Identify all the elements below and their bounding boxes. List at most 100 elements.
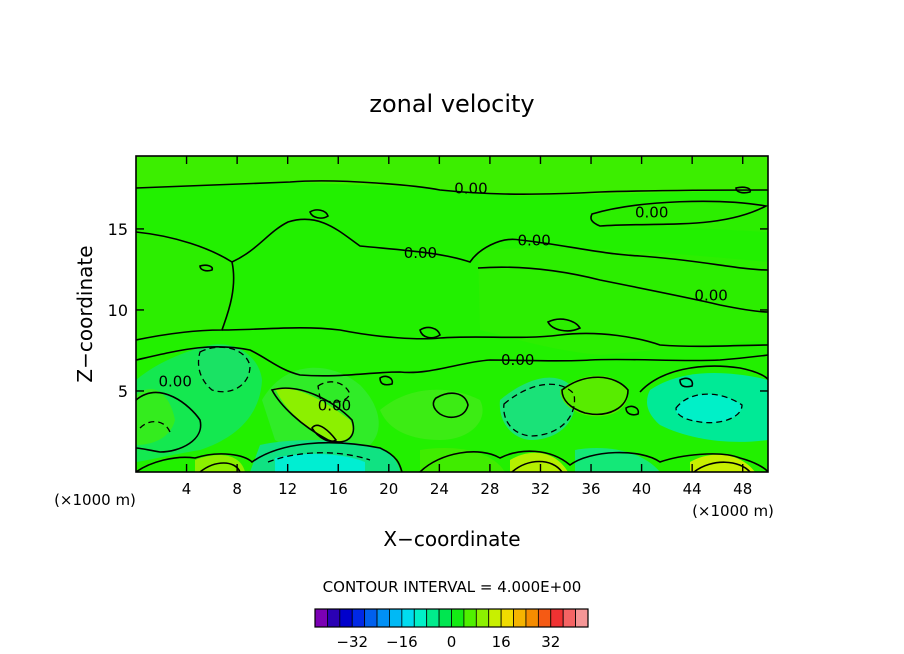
contour-interval-label: CONTOUR INTERVAL = 4.000E+00: [323, 578, 582, 596]
x-tick-label: 4: [182, 480, 192, 498]
colorbar-swatch: [488, 608, 502, 628]
y-axis: 5 10 15: [108, 220, 768, 401]
region-bottom-yellow-right: [690, 454, 755, 472]
y-tick-label: 10: [108, 301, 128, 320]
region-bottom-yellow-mid: [510, 452, 568, 472]
colorbar-frame: [314, 608, 589, 628]
contour-line-lower-mid: [136, 345, 768, 377]
contour-line-lens-mid: [270, 387, 355, 443]
contour-label: 0.00: [517, 231, 550, 249]
region-teal-lower-mid: [499, 377, 576, 440]
contour-line-dashed-2: [675, 393, 743, 424]
x-tick-label: 32: [531, 480, 550, 498]
colorbar-tick-label: 0: [447, 633, 457, 651]
contour-line-dashed-6: [139, 421, 171, 433]
contour-line-dashed-5: [267, 452, 371, 463]
contour-line-bottom-yellow-left: [199, 462, 241, 472]
region-left-band: [136, 230, 234, 340]
contour-label: 0.00: [318, 397, 351, 415]
colorbar-swatch: [550, 608, 564, 628]
colorbar-swatch: [525, 608, 539, 628]
region-lower-left-green: [136, 389, 175, 445]
x-tick-label: 28: [480, 480, 499, 498]
contour-labels: 0.00 0.00 0.00 0.00 0.00 0.00 0.00 0.00: [158, 179, 727, 414]
contour-line-dashed-3: [317, 381, 351, 403]
contour-label: 0.00: [501, 351, 534, 369]
chart-title: zonal velocity: [369, 90, 534, 118]
contour-line-bottom-2: [419, 450, 768, 472]
colorbar-swatch: [327, 608, 341, 628]
region-upper-band: [136, 156, 768, 196]
colorbar-tick-label: 32: [541, 633, 560, 651]
colorbar-swatch: [513, 608, 527, 628]
region-bottom-lightgreen-center: [420, 447, 505, 472]
x-unit-left: (×1000 m): [54, 491, 136, 509]
contour-label: 0.00: [158, 372, 191, 390]
x-tick-label: 48: [733, 480, 752, 498]
contour-line-blob-3: [546, 318, 582, 332]
contour-line-bottom-yellow-right: [693, 461, 751, 472]
x-tick-label: 16: [329, 480, 348, 498]
colorbar-swatch: [339, 608, 353, 628]
region-bottom-cyan: [275, 453, 365, 472]
region-right-cyan: [675, 394, 742, 423]
colorbar-swatch: [562, 608, 576, 628]
colorbar-swatch: [389, 608, 403, 628]
contour-line-top: [136, 180, 768, 195]
region-upper-right: [590, 199, 768, 232]
x-tick-label: 8: [232, 480, 242, 498]
contour-line-bottom-1: [136, 441, 403, 472]
contour-label: 0.00: [694, 286, 727, 304]
x-axis: 4 8 12 16 20 24 28 32 36 40 44 48: [182, 156, 752, 498]
y-tick-label: 15: [108, 220, 128, 239]
negative-contours: [139, 346, 743, 463]
contour-line-blob-5: [679, 377, 694, 388]
contour-line-blob-6: [199, 264, 214, 272]
colorbar-tick-label: −16: [386, 633, 418, 651]
contour-line-lower-left: [136, 391, 202, 453]
contour-line-bottom-yellow-mid: [511, 460, 563, 472]
contour-line-mid-right: [477, 266, 768, 313]
colorbar-swatch: [314, 608, 328, 628]
x-tick-label: 40: [632, 480, 651, 498]
colorbar-swatch: [475, 608, 490, 628]
contour-line-blob-2: [419, 326, 441, 339]
x-tick-label: 24: [430, 480, 449, 498]
colorbar-swatch: [438, 608, 452, 628]
colorbar-swatch: [364, 608, 378, 628]
contour-label: 0.00: [404, 244, 437, 262]
region-right-lens: [560, 375, 629, 417]
plot-frame: [135, 155, 769, 473]
colorbar-swatch: [463, 608, 477, 628]
contour-line-center: [221, 326, 768, 348]
contour-lines: [136, 180, 768, 472]
contour-line-upper-right: [590, 200, 768, 227]
region-yellowgreen-lens: [275, 387, 353, 442]
contour-line-dashed-4: [503, 383, 576, 437]
colorbar-swatch: [426, 608, 440, 628]
contour-line-blob-7: [379, 375, 394, 386]
plot-area: 0.00 0.00 0.00 0.00 0.00 0.00 0.00 0.00: [136, 156, 768, 472]
colorbar-swatch: [413, 608, 428, 628]
colorbar-swatch: [351, 608, 366, 628]
x-tick-label: 12: [278, 480, 297, 498]
contour-line-lens-center: [432, 392, 469, 419]
x-axis-label: X−coordinate: [383, 527, 520, 551]
colorbar-tick-label: −32: [336, 633, 368, 651]
contour-label: 0.00: [454, 179, 487, 197]
contour-line-small-lens: [311, 424, 338, 443]
region-center-light: [380, 389, 483, 440]
colorbar: [314, 608, 589, 628]
x-tick-label: 20: [379, 480, 398, 498]
contour-line-dashed-1: [197, 346, 251, 393]
filled-contours: [136, 156, 768, 472]
region-right-mid: [478, 248, 768, 355]
contour-label: 0.00: [635, 204, 668, 222]
contour-line-right-lower: [639, 365, 768, 393]
colorbar-tick-label: 16: [492, 633, 511, 651]
contour-line-blob-8: [735, 186, 752, 194]
colorbar-swatch: [401, 608, 415, 628]
contour-line-blob-4: [625, 405, 640, 416]
region-mid-left-teal: [198, 345, 250, 392]
